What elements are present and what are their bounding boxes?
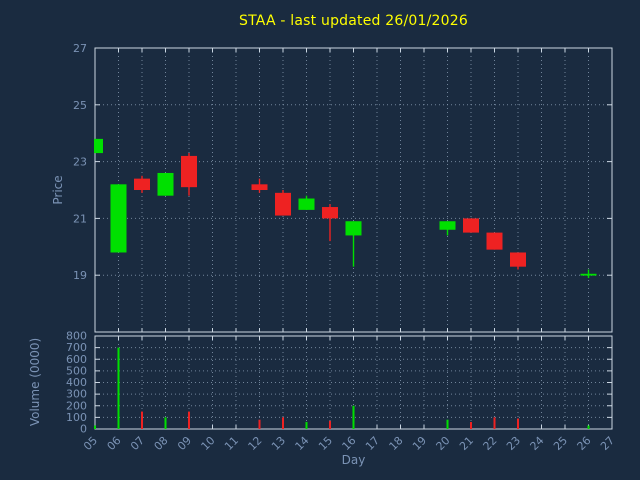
candle-body [94, 138, 103, 154]
x-tick-label: 12 [246, 434, 265, 453]
candle-body [298, 198, 315, 210]
price-tick-label: 21 [73, 212, 87, 225]
candle-body [157, 172, 174, 196]
candle-body [580, 273, 597, 276]
price-panel-border [94, 47, 613, 333]
x-tick-label: 09 [175, 434, 194, 453]
x-tick-label: 13 [269, 434, 288, 453]
candle-body [463, 218, 479, 233]
candle-body [110, 184, 127, 253]
x-tick-label: 10 [199, 434, 218, 453]
candle-body [275, 192, 291, 216]
candle-body [181, 155, 197, 188]
x-tick-label: 23 [504, 434, 523, 453]
x-tick-label: 20 [434, 434, 453, 453]
volume-tick-label: 400 [66, 376, 87, 389]
x-tick-label: 17 [363, 434, 382, 453]
x-tick-label: 06 [105, 434, 124, 453]
chart-title: STAA - last updated 26/01/2026 [239, 13, 468, 29]
candle-body [510, 252, 526, 267]
candle-body [486, 232, 503, 250]
price-tick-label: 23 [73, 156, 87, 169]
x-tick-label: 07 [128, 434, 147, 453]
x-tick-label: 15 [316, 434, 335, 453]
x-tick-label: 24 [528, 434, 547, 453]
candle-body [134, 178, 150, 190]
volume-tick-label: 600 [66, 353, 87, 366]
price-tick-label: 19 [73, 269, 87, 282]
x-tick-label: 14 [293, 434, 312, 453]
volume-tick-label: 700 [66, 341, 87, 354]
x-tick-label: 08 [152, 434, 171, 453]
x-tick-label: 26 [575, 434, 594, 453]
x-tick-label: 18 [387, 434, 406, 453]
candle-body [251, 184, 268, 190]
day-axis-label: Day [341, 453, 366, 467]
volume-tick-label: 100 [66, 411, 87, 424]
price-tick-label: 27 [73, 42, 87, 55]
x-tick-label: 16 [340, 434, 359, 453]
volume-tick-label: 0 [80, 423, 87, 436]
x-tick-label: 25 [551, 434, 570, 453]
volume-tick-label: 200 [66, 399, 87, 412]
candle-body [439, 221, 456, 230]
x-tick-label: 22 [481, 434, 500, 453]
x-tick-label: 11 [222, 434, 241, 453]
volume-tick-label: 800 [66, 330, 87, 343]
volume-tick-label: 500 [66, 364, 87, 377]
candle-body [322, 207, 338, 219]
volume-tick-label: 300 [66, 388, 87, 401]
x-tick-label: 19 [410, 434, 429, 453]
x-tick-label: 27 [598, 434, 617, 453]
x-tick-label: 21 [457, 434, 476, 453]
candle-body [345, 221, 362, 236]
x-tick-label: 05 [81, 434, 100, 453]
price-tick-label: 25 [73, 99, 87, 112]
